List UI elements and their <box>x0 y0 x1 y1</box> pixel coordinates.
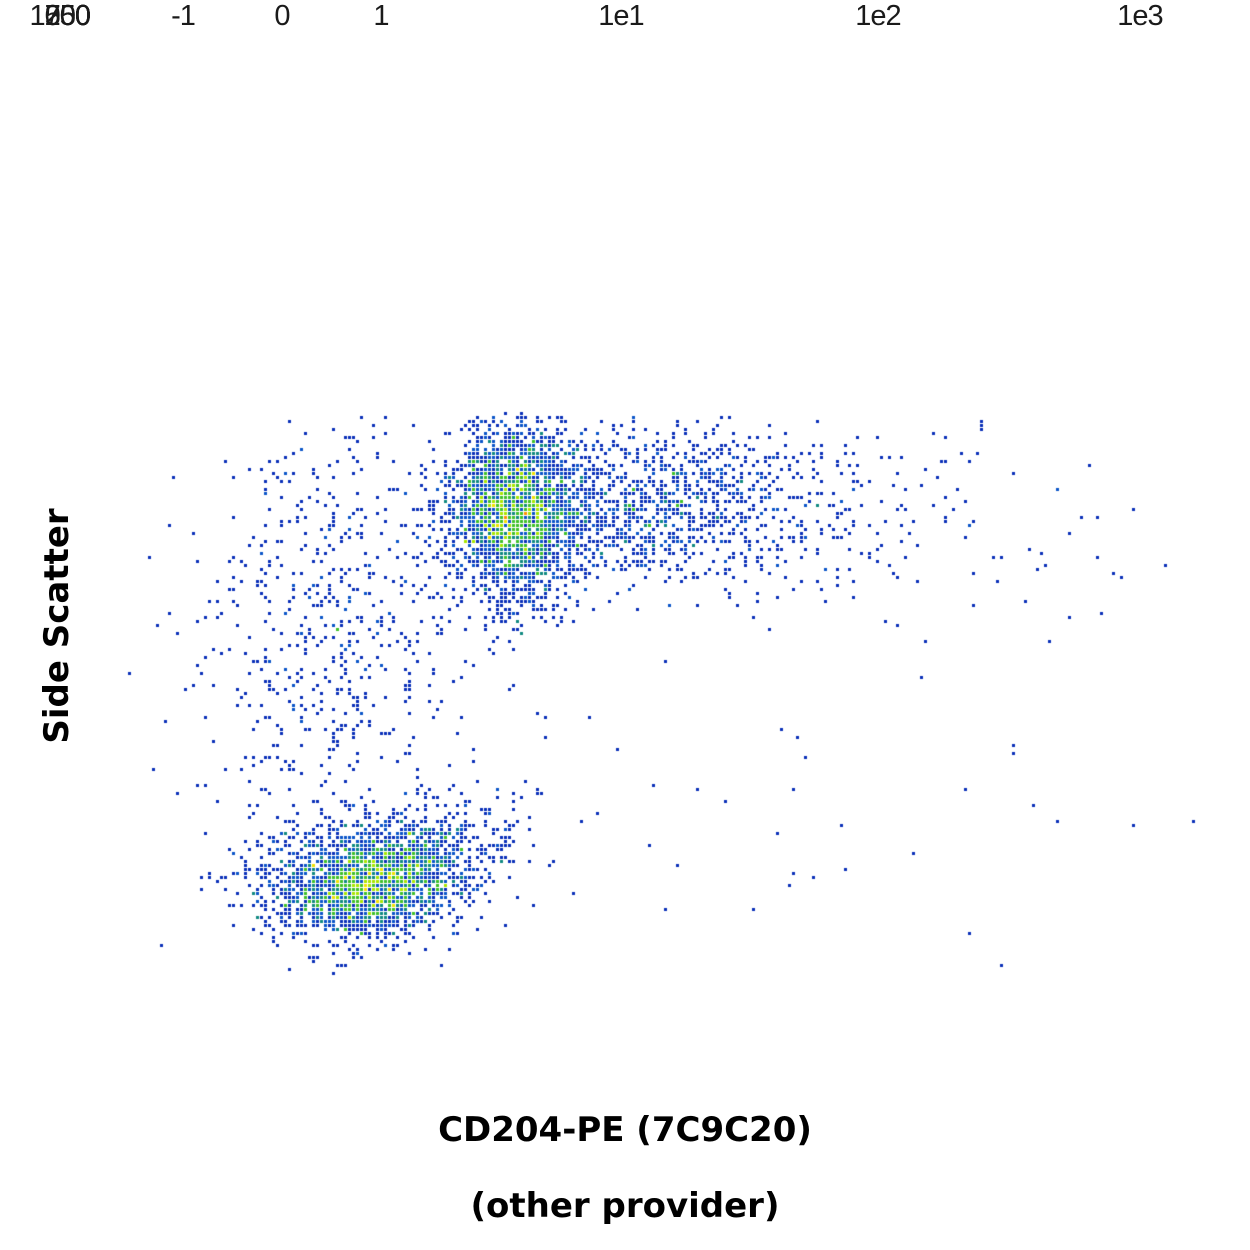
x-tick-label: 0 <box>274 0 290 32</box>
y-tick-label: 250 <box>44 0 91 32</box>
x-tick-label: 1 <box>373 0 389 32</box>
x-axis-title: CD204-PE (7C9C20) <box>438 1110 812 1150</box>
y-axis-title: Side Scatter <box>37 508 77 744</box>
y-tick-label: 750 <box>44 0 91 32</box>
x-tick-label: -1 <box>171 0 196 32</box>
x-tick-label: 1e1 <box>598 0 644 32</box>
y-tick-label: 0 <box>74 0 91 32</box>
y-tick-label: 1000 <box>29 0 91 32</box>
y-tick-label: 500 <box>44 0 91 32</box>
x-tick-label: 1e2 <box>855 0 901 32</box>
x-tick-label: 1e3 <box>1117 0 1163 32</box>
x-axis-subtitle: (other provider) <box>470 1186 780 1226</box>
